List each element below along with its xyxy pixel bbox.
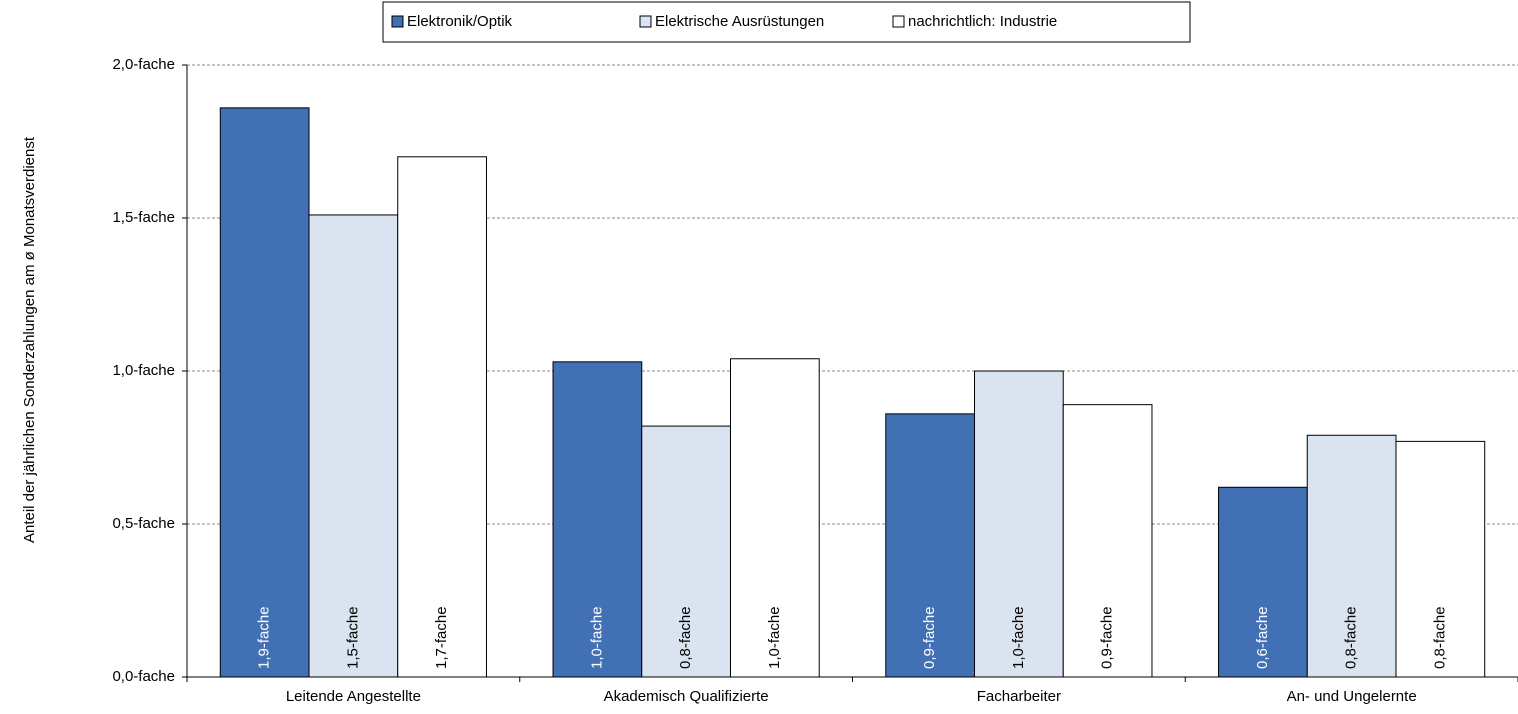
- bar: [308, 214, 399, 678]
- x-tick-label: Facharbeiter: [977, 688, 1061, 705]
- x-tick-label: Akademisch Qualifizierte: [604, 688, 769, 705]
- legend-box: [382, 1, 1191, 43]
- value-label: 0,6-fache: [1254, 606, 1271, 669]
- y-tick-label: 1,0-fache: [112, 362, 175, 379]
- value-label: 1,0-fache: [1010, 606, 1027, 669]
- value-label: 0,9-fache: [1099, 606, 1116, 669]
- x-tick-label: Leitende Angestellte: [286, 688, 421, 705]
- value-label: 1,0-fache: [766, 606, 783, 669]
- legend-label: nachrichtlich: Industrie: [908, 13, 1057, 30]
- bar: [1218, 486, 1308, 678]
- y-tick-label: 0,0-fache: [112, 668, 175, 685]
- x-tick-label: An- und Ungelernte: [1287, 688, 1417, 705]
- value-label: 0,8-fache: [1343, 606, 1360, 669]
- y-tick-label: 1,5-fache: [112, 209, 175, 226]
- bar: [219, 107, 310, 678]
- bar: [552, 361, 643, 678]
- value-label: 0,9-fache: [921, 606, 938, 669]
- legend-label: Elektronik/Optik: [407, 13, 513, 30]
- bar: [1395, 440, 1486, 678]
- y-tick-label: 2,0-fache: [112, 56, 175, 73]
- bar: [729, 358, 820, 678]
- value-label: 0,8-fache: [677, 606, 694, 669]
- legend-swatch: [391, 15, 404, 28]
- y-tick-label: 0,5-fache: [112, 515, 175, 532]
- legend-swatch: [892, 15, 905, 28]
- value-label: 0,8-fache: [1431, 606, 1448, 669]
- value-label: 1,5-fache: [344, 606, 361, 669]
- bar: [885, 413, 976, 678]
- bar: [1062, 404, 1153, 678]
- value-label: 1,9-fache: [256, 606, 273, 669]
- bar: [1306, 434, 1397, 678]
- legend-label: Elektrische Ausrüstungen: [655, 13, 824, 30]
- bar: [397, 156, 487, 678]
- legend-swatch: [639, 15, 652, 28]
- value-label: 1,0-fache: [588, 606, 605, 669]
- y-axis-title: Anteil der jährlichen Sonderzahlungen am…: [21, 136, 38, 543]
- value-label: 1,7-fache: [433, 606, 450, 669]
- bar: [641, 425, 731, 678]
